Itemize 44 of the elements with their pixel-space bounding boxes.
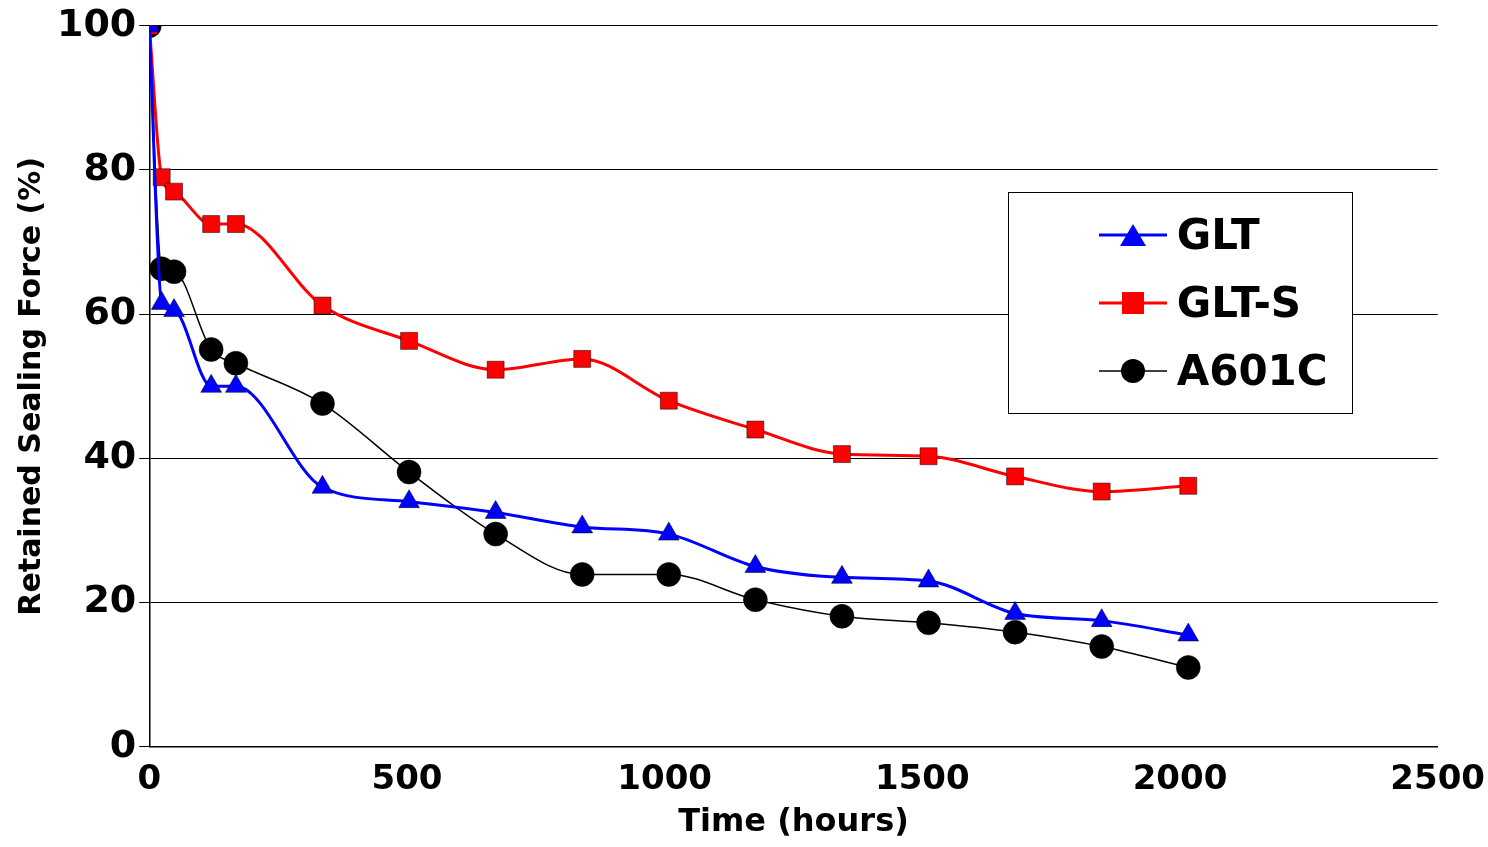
x-tick-label: 1000	[617, 757, 712, 798]
point	[202, 215, 220, 233]
point	[165, 182, 183, 201]
point	[829, 604, 855, 629]
legend-label: A601C	[1176, 346, 1328, 396]
x-axis-title: Time (hours)	[678, 801, 909, 840]
point	[833, 445, 851, 463]
y-tick-label: 0	[109, 721, 137, 766]
point	[1176, 655, 1201, 680]
point	[310, 391, 335, 416]
point	[313, 296, 332, 315]
point	[483, 521, 508, 547]
point	[1002, 619, 1028, 645]
point	[1006, 467, 1024, 486]
x-tick-label: 0	[137, 757, 162, 798]
x-tick-label: 2000	[1132, 757, 1228, 798]
y-tick-label: 100	[56, 0, 137, 45]
point	[227, 215, 245, 233]
point	[569, 562, 595, 587]
point	[916, 610, 941, 636]
point	[486, 360, 505, 379]
point	[1092, 482, 1111, 501]
point	[1179, 477, 1197, 495]
point	[746, 420, 765, 439]
point	[743, 587, 768, 612]
point	[919, 447, 938, 465]
point	[656, 562, 682, 587]
point	[573, 350, 591, 368]
x-tick-label: 500	[371, 757, 443, 798]
y-tick-label: 40	[83, 433, 137, 478]
x-tick-label: 1500	[875, 757, 970, 798]
point	[198, 337, 224, 362]
point	[223, 350, 249, 376]
legend-label: GLT-S	[1176, 278, 1302, 328]
point	[400, 332, 418, 350]
point	[396, 459, 422, 485]
point	[660, 391, 678, 410]
x-tick-label: 2500	[1390, 757, 1486, 798]
y-tick-label: 80	[83, 144, 137, 189]
y-tick-label: 60	[83, 289, 137, 334]
legend-label: GLT	[1176, 210, 1260, 260]
y-tick-label: 20	[83, 577, 137, 622]
point	[1089, 634, 1114, 659]
y-axis-title: Retained Sealing Force (%)	[11, 156, 47, 616]
